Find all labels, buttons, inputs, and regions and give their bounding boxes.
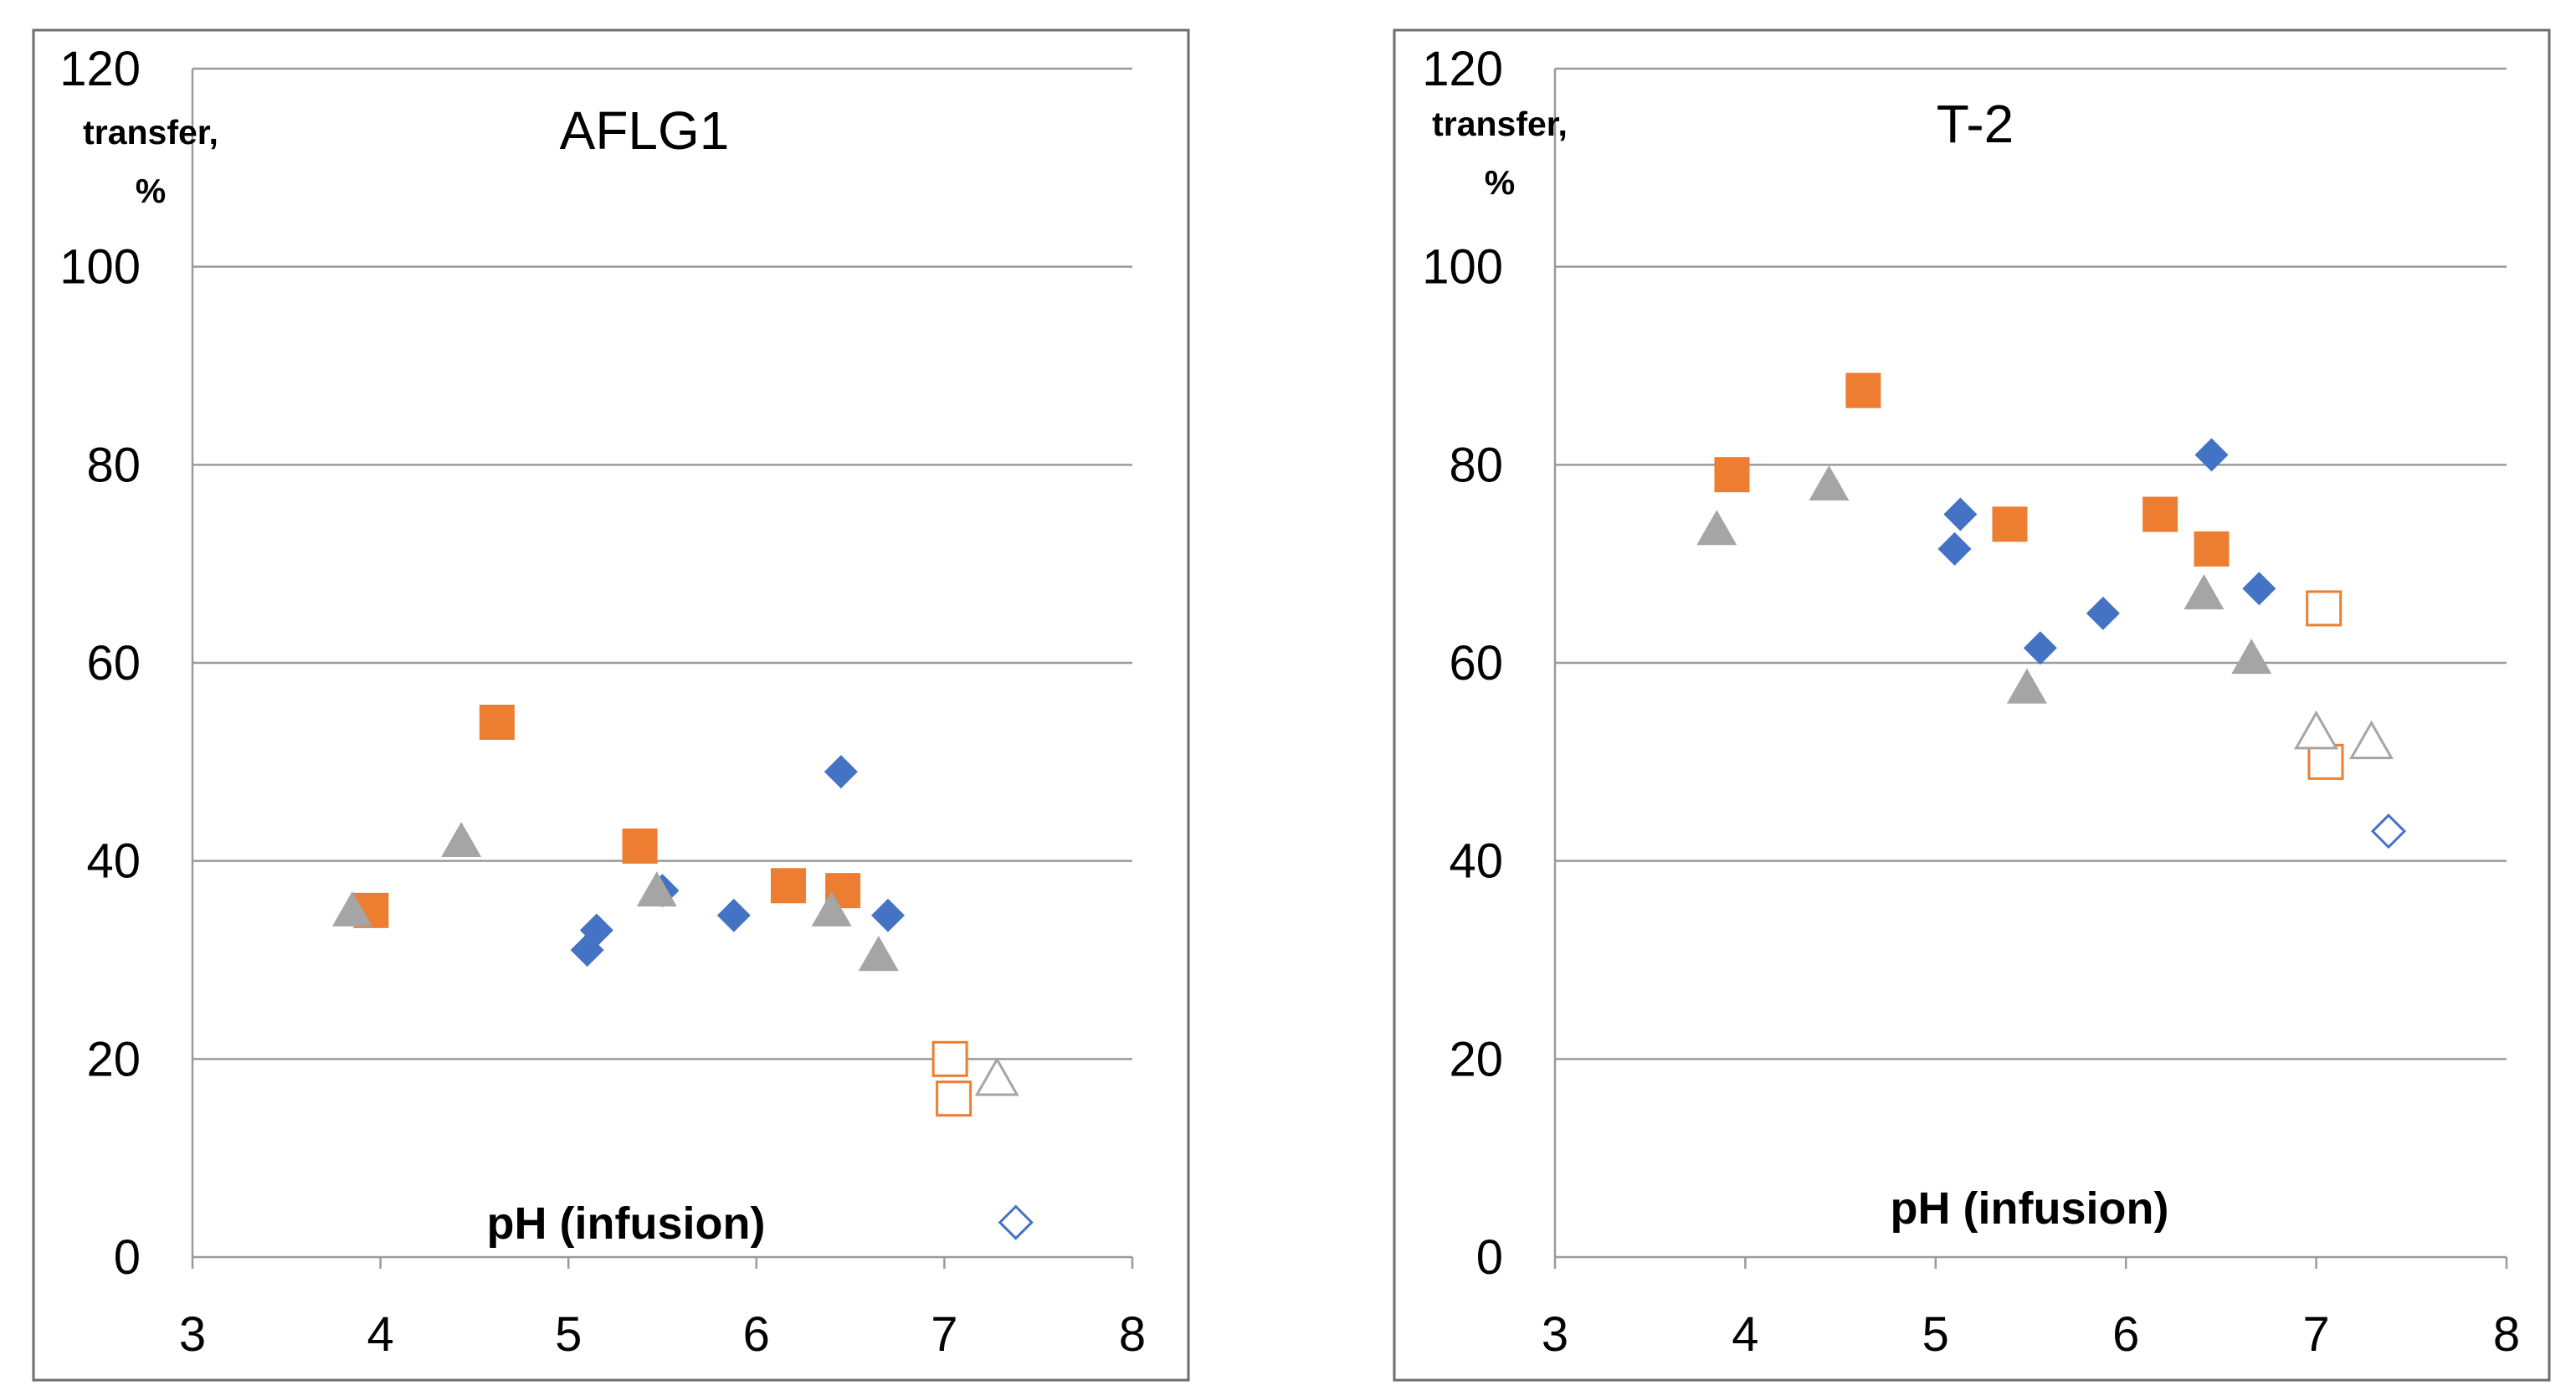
y-tick-label: 60 [1449,636,1503,690]
y-axis-label-line2: % [1485,163,1515,202]
data-point [1937,531,1972,566]
data-point [2242,572,2276,606]
chart-t2: 0 20 40 60 80 100 120 3 4 5 6 7 8 T-2 transfer, % p… [1393,28,2551,1382]
y-tick-label: 0 [114,1230,141,1285]
y-tick-label: 100 [59,240,141,295]
data-point [770,868,806,904]
data-point [1943,497,1978,531]
data-point [974,1056,1019,1096]
y-tick-label: 40 [86,834,141,889]
data-point [622,828,658,864]
data-point [2307,743,2344,780]
y-axis-label-line1: transfer, [1432,105,1568,143]
y-tick-label: 120 [1422,42,1503,96]
data-points [1696,372,2407,849]
data-point [1809,465,1850,500]
y-tick-labels: 0 20 40 60 80 100 120 [1422,42,1503,1285]
axes [191,69,1134,1269]
x-tick-label: 5 [1922,1307,1949,1362]
data-point [2183,574,2224,610]
data-point [936,1080,972,1117]
y-tick-label: 80 [1449,438,1503,492]
data-point [931,1040,968,1077]
data-points [331,705,1034,1240]
chart-frame [1393,28,2551,1382]
x-tick-label: 7 [2302,1307,2329,1362]
x-tick-label: 8 [1119,1307,1146,1362]
x-tick-label: 3 [1542,1307,1568,1362]
x-tick-label: 5 [555,1307,582,1362]
data-point [1696,510,1737,546]
gridlines [1555,67,2507,1060]
data-point [2370,813,2407,849]
x-tick-label: 4 [367,1307,393,1362]
data-point [636,871,677,907]
data-point [1714,457,1750,493]
y-tick-label: 20 [86,1032,141,1086]
data-point [479,705,515,740]
chart-title: T-2 [1937,94,2014,154]
gridlines [192,67,1132,1060]
data-point [1992,506,2028,542]
data-point [2231,639,2272,675]
y-axis-label-line1: transfer, [83,113,218,151]
data-point [2294,710,2339,750]
y-tick-labels: 0 20 40 60 80 100 120 [59,42,141,1285]
x-tick-labels: 3 4 5 6 7 8 [179,1307,1146,1362]
chart-title: AFLG1 [560,100,730,161]
data-point [1845,372,1881,408]
y-tick-label: 120 [59,42,141,96]
x-tick-label: 7 [931,1307,957,1362]
data-point [2194,531,2230,567]
data-point [2023,631,2057,665]
data-point [811,890,852,926]
x-tick-label: 8 [2493,1307,2520,1362]
data-point [716,898,751,932]
data-point [579,913,613,947]
x-tick-label: 6 [2112,1307,2139,1362]
x-axis-label: pH (infusion) [487,1198,766,1249]
data-point [871,898,906,932]
x-axis-label: pH (infusion) [1891,1183,2169,1234]
x-tick-label: 3 [179,1307,206,1362]
data-point [2306,590,2343,627]
data-point [2348,720,2394,760]
y-tick-label: 100 [1422,240,1503,295]
chart-aflg1: 0 20 40 60 80 100 120 3 4 5 6 7 8 AFLG1 transfer, %… [32,28,1190,1382]
chart-frame [32,28,1190,1382]
y-tick-label: 40 [1449,834,1503,889]
y-tick-label: 80 [86,438,141,492]
x-tick-label: 4 [1732,1307,1758,1362]
data-point [441,822,482,857]
data-point [998,1204,1034,1240]
y-tick-label: 0 [1476,1230,1503,1285]
y-axis-label-line2: % [136,172,166,210]
y-tick-label: 60 [86,636,141,690]
data-point [2006,668,2047,704]
data-point [858,936,899,972]
axes [1553,69,2508,1269]
x-tick-label: 6 [743,1307,770,1362]
data-point [824,755,858,789]
x-tick-labels: 3 4 5 6 7 8 [1542,1307,2520,1362]
data-point [2194,438,2229,472]
data-point [331,890,372,926]
data-point [2086,596,2120,630]
y-tick-label: 20 [1449,1032,1503,1086]
data-point [2142,496,2178,532]
